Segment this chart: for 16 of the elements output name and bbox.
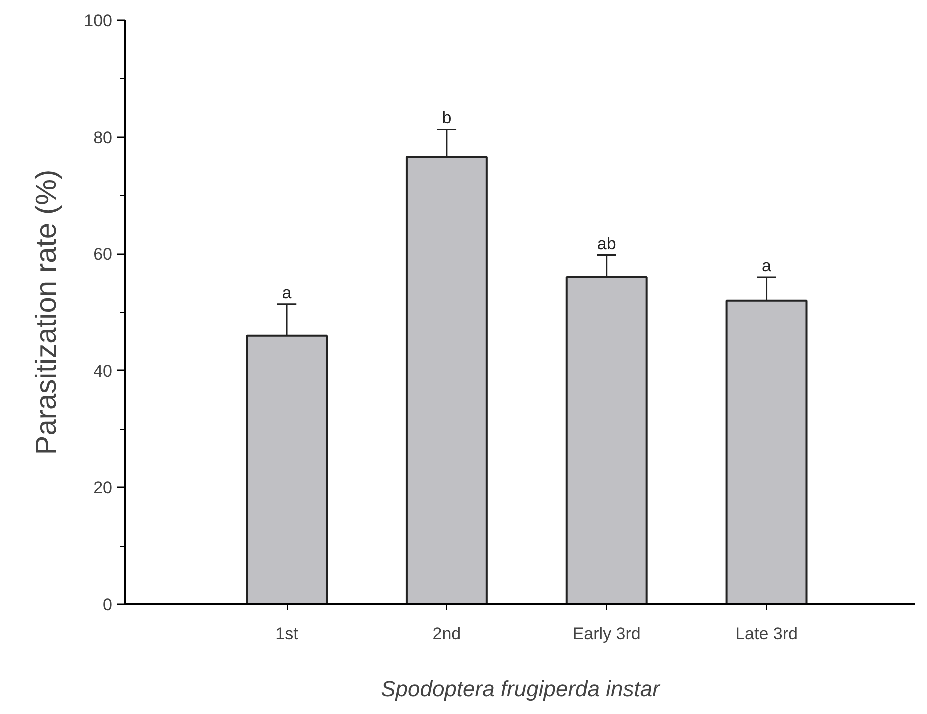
annotation: a (282, 283, 292, 302)
y-tick-label: 0 (103, 596, 113, 614)
y-tick-label: 60 (94, 245, 113, 264)
x-tick-label: 2nd (432, 624, 462, 644)
annotation: b (442, 108, 452, 128)
y-axis-title: Parasitization rate (%) (31, 170, 64, 456)
y-tick-label: 20 (94, 478, 113, 498)
x-tick-label: Early 3rd (572, 624, 641, 644)
y-tick-label: 100 (84, 12, 113, 30)
annotation: a (762, 256, 772, 276)
x-axis-title: Spodoptera frugiperda instar (381, 676, 662, 702)
y-tick-label: 40 (94, 362, 113, 381)
x-tick-label: Late 3rd (736, 624, 798, 644)
x-tick-label: 1st (276, 624, 299, 644)
annotation: ab (597, 234, 616, 254)
y-tick-label: 80 (94, 128, 113, 148)
